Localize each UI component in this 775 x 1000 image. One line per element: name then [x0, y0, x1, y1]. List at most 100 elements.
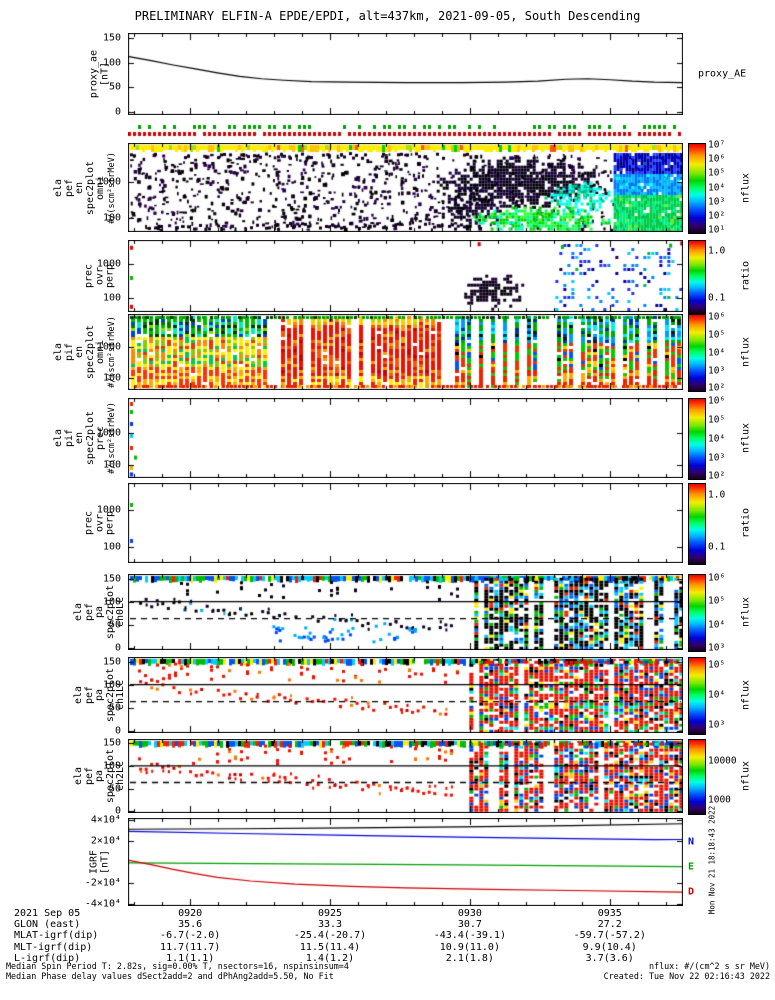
y-tick-labels: 4×10⁴ 2×10⁴ -2×10⁴ -4×10⁴ — [84, 814, 124, 909]
axis-tick-value: 1.1(1.1) — [166, 952, 215, 964]
colorbar-tick-label: 0.1 — [708, 541, 726, 553]
y-tick-label: 100 — [102, 212, 121, 224]
panel-pif-prec-ratio: prec ovr perp 1000 100 1.0 0.1 ratio — [0, 483, 775, 565]
proxy-ae-line-chart — [128, 33, 683, 115]
spectrogram-pef-ratio — [128, 240, 683, 312]
y-tick-label: -2×10⁴ — [84, 877, 121, 889]
colorbar-tick-label: 10³ — [708, 452, 726, 464]
series-end-label: N — [688, 836, 695, 848]
colorbar-tick-label: 10³ — [708, 365, 726, 377]
series-end-label: D — [688, 886, 695, 898]
axis-tick-value: -6.7(-2.0) — [160, 930, 221, 942]
colorbar-label: ratio — [740, 260, 752, 292]
axis-row-label: MLAT-igrf(dip) — [14, 930, 99, 942]
spectrogram-pa-ch1 — [128, 657, 683, 733]
colorbar-tick-labels: 10⁶ 10⁵ 10⁴ 10³ — [708, 572, 748, 654]
colorbar-tick-labels: 10⁶ 10⁵ 10⁴ 10³ 10² — [708, 311, 748, 394]
panel-pef-pa-ch0: ela pef pa spec2plot ch0LC 150 100 50 0 10⁶… — [0, 572, 775, 654]
y-tick-label: 100 — [102, 57, 121, 69]
colorbar-tick-label: 10⁶ — [708, 311, 726, 323]
colorbar-tick-label: 10³ — [708, 642, 726, 654]
axis-annotation-row: MLAT-igrf(dip) -6.7(-2.0) -25.4(-20.7) -43.… — [0, 930, 775, 941]
axis-tick-value: 1.4(1.2) — [305, 952, 355, 964]
colorbar-tick-labels: 1.0 0.1 — [708, 483, 748, 563]
y-tick-label: 50 — [108, 702, 121, 714]
axis-tick-value: 11.5(11.4) — [299, 941, 361, 953]
spectrogram-pa-ch0 — [128, 574, 683, 650]
series-label-proxy-ae: proxy_AE — [698, 68, 747, 80]
axis-tick-value: -25.4(-20.7) — [293, 930, 367, 942]
y-tick-label: 50 — [108, 783, 121, 795]
y-tick-label: 2×10⁴ — [90, 835, 121, 847]
axis-tick-value: 27.2 — [597, 919, 622, 931]
colorbar-tick-label: 10⁴ — [708, 619, 726, 631]
spectrogram-pif-ratio — [128, 483, 683, 563]
colorbar-tick-label: 10000 — [708, 755, 737, 767]
y-tick-labels: 1000 100 — [86, 240, 124, 312]
side-timestamp: Mon Nov 21 18:18:43 2022 — [707, 805, 717, 915]
y-tick-label: 1000 — [96, 341, 121, 353]
colorbar-label: nflux — [740, 172, 752, 203]
spectrogram-pa-ch2 — [128, 739, 683, 813]
axis-annotation-row: GLON (east) 35.6 33.3 30.7 27.2 — [0, 919, 775, 930]
y-tick-label: 100 — [102, 596, 121, 608]
axis-annotation-row: 2021 Sep 05 0920 0925 0930 0935 — [0, 908, 775, 919]
flag-strip-canvas — [128, 122, 683, 140]
colorbar-gradient — [688, 657, 706, 735]
colorbar-tick-label: 1000 — [708, 794, 731, 806]
y-tick-label: 150 — [102, 573, 121, 585]
bottom-axis: 2021 Sep 05 0920 0925 0930 0935 GLON (east) 35… — [0, 908, 775, 964]
colorbar-tick-label: 10⁵ — [708, 329, 726, 341]
panel-pef-pa-ch1: ela pef pa spec2plot ch1LC 150 100 50 0 10⁵… — [0, 656, 775, 736]
axis-tick-value: 30.7 — [457, 919, 482, 931]
axis-tick-value: 33.3 — [317, 919, 343, 931]
colorbar-tick-label: 10⁴ — [708, 689, 726, 701]
igrf-series-end-labels: N E D — [688, 818, 708, 906]
y-tick-label: 100 — [102, 760, 121, 772]
y-tick-label: 1000 — [96, 427, 121, 439]
footer-meta: nflux: #/(cm^2 s sr MeV) Created: Tue No… — [604, 961, 770, 981]
colorbar-tick-label: 10⁴ — [708, 182, 726, 193]
colorbar-tick-label: 10⁵ — [708, 414, 726, 426]
colorbar-tick-label: 10³ — [708, 196, 726, 208]
colorbar-label: nflux — [740, 422, 752, 454]
colorbar-gradient — [688, 398, 706, 480]
y-tick-label: 0 — [114, 642, 121, 654]
panel-pef-en-omni: ela pef en spec2plot omni #/(scm²strMeV)… — [0, 139, 775, 235]
y-tick-label: 0 — [114, 805, 121, 817]
panel-pif-en-prec: ela pif en spec2plot prec #/(scm²strMeV)… — [0, 395, 775, 482]
colorbar-tick-labels: 10000 1000 — [708, 739, 748, 813]
panel-pef-prec-ratio: prec ovr perp 1000 100 1.0 0.1 ratio — [0, 240, 775, 314]
y-tick-label: 150 — [102, 32, 121, 44]
y-tick-label: 4×10⁴ — [90, 814, 121, 826]
colorbar-tick-label: 10² — [708, 210, 726, 222]
spectrogram-pif-en-omni — [128, 314, 683, 390]
footer-created-timestamp: Created: Tue Nov 22 02:16:43 2022 — [603, 971, 770, 981]
axis-row-label: 2021 Sep 05 — [14, 908, 81, 919]
axis-row-label: MLT-igrf(dip) — [14, 941, 93, 953]
colorbar-gradient — [688, 240, 706, 314]
colorbar-tick-labels: 10⁶ 10⁵ 10⁴ 10³ 10² — [708, 395, 748, 482]
axis-tick-value: -59.7(-57.2) — [573, 930, 646, 942]
colorbar-label: nflux — [740, 760, 752, 792]
colorbar-tick-label: 10⁶ — [708, 395, 726, 407]
panel-pif-en-omni: ela pif en spec2plot omni #/(scm²strMeV)… — [0, 311, 775, 394]
panel-pef-pa-ch2: ela pef pa spec2plot ch2LC 150 100 50 0 100… — [0, 738, 775, 817]
colorbar-tick-label: 10⁶ — [708, 572, 726, 584]
y-tick-labels: 1000 100 — [86, 143, 124, 232]
y-tick-labels: 1000 100 — [86, 314, 124, 390]
colorbar-tick-label: 1.0 — [708, 489, 726, 501]
axis-tick-value: 10.9(11.0) — [439, 941, 500, 953]
axis-tick-value: 0930 — [457, 908, 482, 919]
y-tick-labels: 150 100 50 0 — [86, 32, 124, 117]
footer-line-2: Median Phase delay values dSect2add=2 an… — [6, 971, 334, 981]
colorbar-tick-label: 10⁵ — [708, 595, 726, 607]
colorbar-gradient — [688, 739, 706, 815]
axis-tick-value: -43.4(-39.1) — [433, 930, 506, 942]
axis-row-label: GLON (east) — [14, 919, 81, 931]
axis-annotation-row: MLT-igrf(dip) 11.7(11.7) 11.5(11.4) 10.9(11… — [0, 942, 775, 953]
colorbar-tick-label: 10¹ — [708, 224, 726, 236]
colorbar-tick-label: 10⁴ — [708, 433, 726, 445]
y-tick-label: 1000 — [96, 176, 121, 188]
